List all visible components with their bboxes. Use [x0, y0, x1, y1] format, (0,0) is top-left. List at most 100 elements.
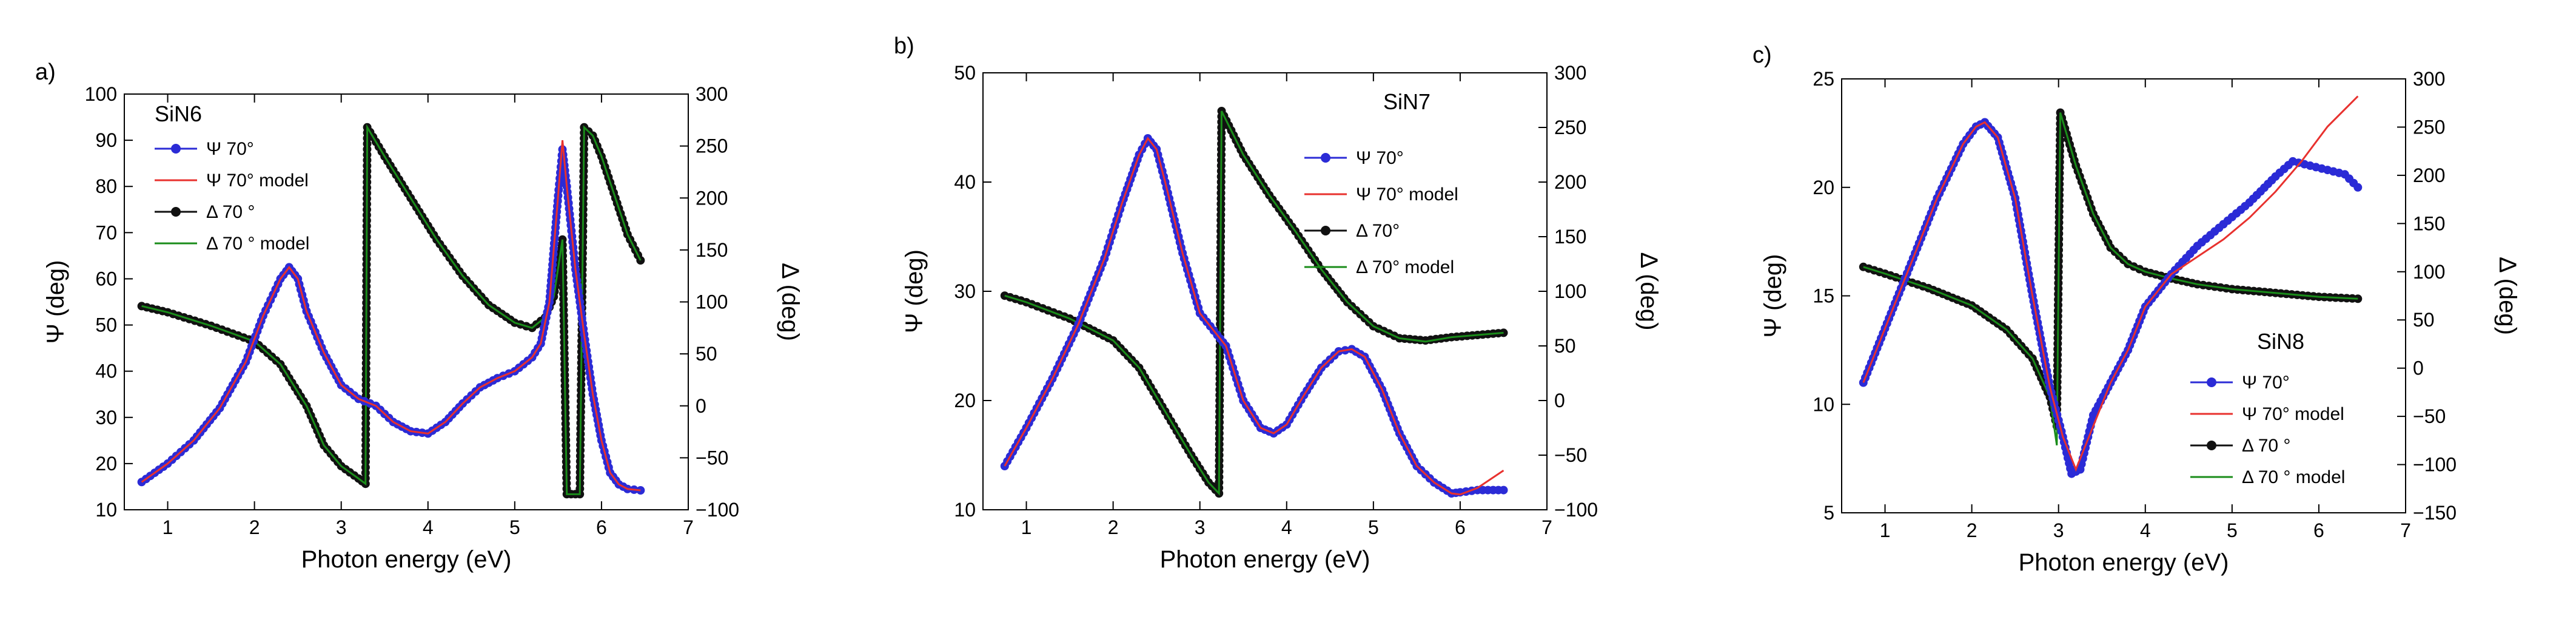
y-tick-label: 15	[1813, 285, 1834, 307]
y-tick-label: 50	[95, 314, 117, 336]
y2-tick-label: 300	[1554, 62, 1586, 84]
plot-area	[1859, 95, 2363, 478]
y-axis-title: Ψ (deg)	[1760, 254, 1786, 338]
plot-frame	[982, 72, 1548, 510]
y2-tick-label: 50	[2413, 309, 2435, 331]
y2-tick-label: −50	[2413, 405, 2446, 427]
legend-label: Ψ 70° model	[2242, 404, 2344, 424]
series-line	[1862, 95, 2359, 472]
y-tick-label: 90	[95, 129, 117, 151]
sample-label: SiN6	[155, 101, 202, 126]
y2-tick-label: 200	[696, 187, 728, 209]
plot-area	[137, 123, 645, 499]
x-tick-label: 1	[1021, 516, 1032, 538]
data-point	[1499, 328, 1508, 337]
y2-tick-label: 200	[1554, 171, 1586, 193]
y-axis-title: Ψ (deg)	[42, 260, 69, 344]
x-tick-label: 5	[1368, 516, 1379, 538]
series-line	[141, 124, 642, 495]
y2-tick-label: 300	[2413, 68, 2445, 90]
y2-tick-label: 100	[1554, 280, 1586, 302]
y-tick-label: 10	[95, 499, 117, 521]
x-tick-label: 6	[596, 516, 607, 538]
sample-label: SiN8	[2257, 329, 2304, 354]
panel-label: a)	[35, 59, 56, 85]
series-line	[141, 140, 641, 492]
legend-label: Ψ 70° model	[1356, 184, 1458, 205]
y2-tick-label: 200	[2413, 164, 2445, 186]
chart-panel-a: a) 1 2 3 4 5 6 7 10 20 30 40 50 60 70 80 90 100 −100 −50 0 5…	[0, 0, 859, 619]
y2-axis-title: Δ (deg)	[1635, 252, 1662, 330]
x-tick-label: 6	[1455, 516, 1466, 538]
y-tick-label: 40	[954, 171, 976, 193]
legend-label: Δ 70 ° model	[2242, 467, 2345, 487]
data-point	[1499, 485, 1508, 495]
y2-tick-label: −150	[2413, 502, 2457, 524]
y-tick-label: 80	[95, 175, 117, 197]
x-tick-label: 2	[249, 516, 260, 538]
legend-label: Δ 70 ° model	[206, 234, 309, 254]
legend-label: Δ 70° model	[1356, 257, 1454, 277]
x-tick-label: 7	[683, 516, 694, 538]
y-tick-label: 60	[95, 268, 117, 289]
legend-swatch-marker	[2207, 377, 2216, 387]
legend-swatch-marker	[171, 207, 181, 217]
y2-tick-label: 250	[696, 135, 728, 157]
y-tick-label: 10	[1813, 393, 1834, 415]
legend-label: Ψ 70°	[206, 139, 254, 159]
y2-tick-label: 0	[696, 395, 706, 417]
y-tick-label: 70	[95, 222, 117, 243]
x-axis-title: Photon energy (eV)	[2019, 549, 2229, 576]
chart-svg: 1 2 3 4 5 6 7 5 10 15 20 25 −150 −100 −50 0 50 100 150 200 2…	[1760, 68, 2521, 576]
legend-label: Δ 70 °	[206, 202, 255, 222]
legend-label: Δ 70 °	[2242, 436, 2290, 456]
x-axis-title: Photon energy (eV)	[301, 546, 512, 573]
series-line	[1004, 110, 1504, 496]
legend-label: Ψ 70°	[1356, 148, 1404, 168]
x-tick-label: 5	[509, 516, 520, 538]
y2-axis-title: Δ (deg)	[2494, 257, 2521, 335]
x-tick-label: 2	[1108, 516, 1119, 538]
y2-tick-label: 100	[696, 291, 728, 313]
y-tick-label: 100	[85, 83, 117, 105]
legend-label: Ψ 70°	[2242, 373, 2290, 393]
sample-label: SiN7	[1383, 89, 1431, 114]
x-tick-label: 7	[2400, 519, 2411, 541]
y2-tick-label: −50	[696, 447, 728, 468]
x-tick-label: 1	[1880, 519, 1891, 541]
y2-axis-title: Δ (deg)	[777, 263, 803, 341]
y2-tick-label: −100	[1554, 499, 1598, 521]
y2-tick-label: −100	[696, 499, 739, 521]
plot-area	[1000, 107, 1508, 498]
x-tick-label: 4	[1281, 516, 1292, 538]
y-tick-label: 30	[95, 407, 117, 428]
y2-tick-label: 300	[696, 83, 728, 105]
panel-label: c)	[1753, 42, 1772, 68]
y-axis-title: Ψ (deg)	[901, 249, 928, 333]
legend-swatch-marker	[1321, 153, 1330, 163]
panel-label: b)	[894, 33, 914, 59]
x-tick-label: 5	[2227, 519, 2238, 541]
y2-tick-label: 0	[2413, 357, 2424, 379]
x-tick-label: 1	[163, 516, 173, 538]
y2-tick-label: 150	[2413, 212, 2445, 234]
x-tick-label: 2	[1967, 519, 1977, 541]
y2-tick-label: 250	[2413, 116, 2445, 138]
y-tick-label: 5	[1823, 502, 1834, 524]
y2-tick-label: 150	[1554, 226, 1586, 248]
y-tick-label: 20	[95, 453, 117, 475]
x-tick-label: 3	[336, 516, 347, 538]
legend-label: Δ 70°	[1356, 221, 1400, 241]
y-tick-label: 20	[1813, 177, 1834, 198]
y2-tick-label: 250	[1554, 117, 1586, 138]
chart-svg: 1 2 3 4 5 6 7 10 20 30 40 50 60 70 80 90 100 −100 −50 0 50 10…	[42, 83, 803, 573]
y-tick-label: 40	[95, 360, 117, 382]
legend-swatch-marker	[1321, 226, 1330, 235]
y2-tick-label: −50	[1554, 444, 1587, 466]
series-line	[1863, 112, 2358, 445]
legend-label: Ψ 70° model	[206, 171, 309, 191]
y-tick-label: 30	[954, 280, 976, 302]
y-tick-label: 25	[1813, 68, 1834, 90]
y2-tick-label: 0	[1554, 390, 1565, 411]
x-tick-label: 6	[2313, 519, 2324, 541]
